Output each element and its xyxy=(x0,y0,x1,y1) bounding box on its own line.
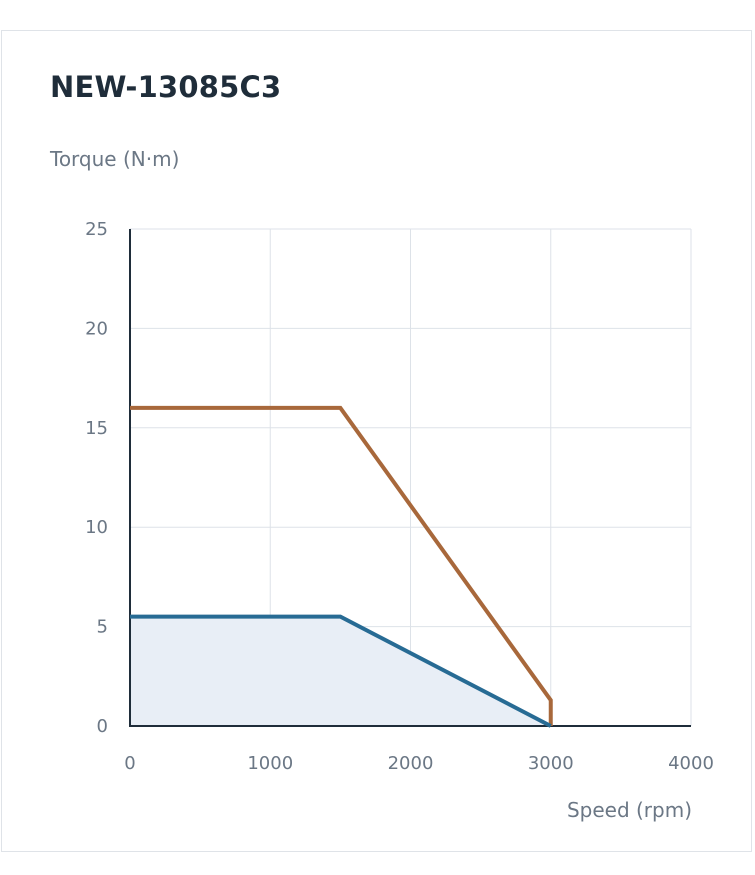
y-tick-label: 25 xyxy=(85,219,108,240)
series-line xyxy=(130,614,552,728)
y-tick-label: 10 xyxy=(85,517,108,538)
x-tick-label: 2000 xyxy=(388,753,434,774)
x-tick-label: 4000 xyxy=(668,753,714,774)
series-line xyxy=(130,405,553,726)
y-tick-label: 5 xyxy=(97,617,108,638)
y-tick-label: 20 xyxy=(85,318,108,339)
x-tick-label: 3000 xyxy=(528,753,574,774)
y-tick-label: 15 xyxy=(85,418,108,439)
y-tick-label: 0 xyxy=(97,716,108,737)
series-area xyxy=(130,616,551,726)
x-axis-label: Speed (rpm) xyxy=(566,798,692,822)
x-tick-label: 1000 xyxy=(247,753,293,774)
x-tick-label: 0 xyxy=(124,753,135,774)
y-axis-label: Torque (N·m) xyxy=(50,147,180,171)
chart-title: NEW-13085C3 xyxy=(50,70,282,104)
